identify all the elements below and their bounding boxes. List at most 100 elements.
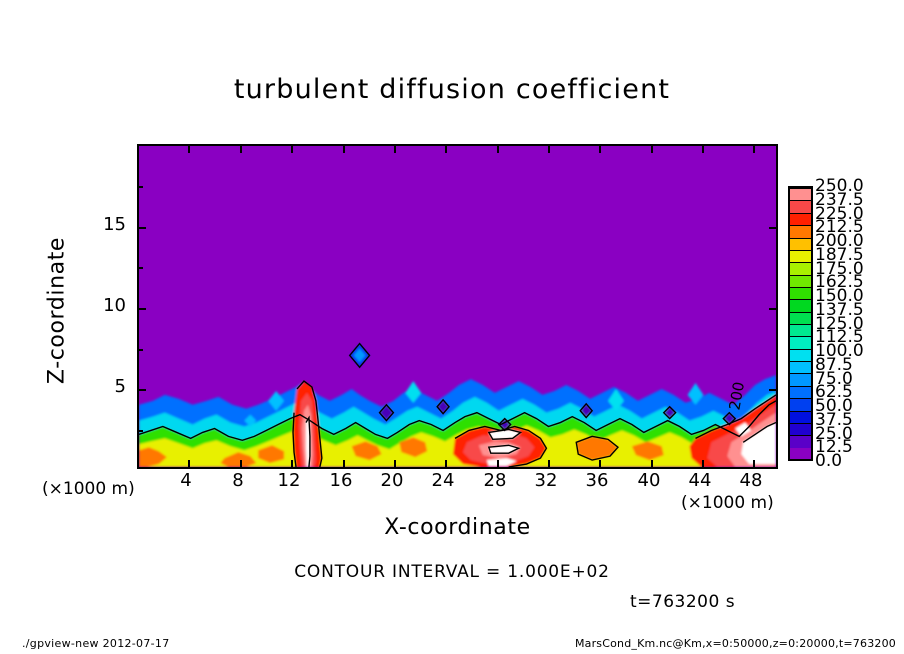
x-tick-4: [188, 460, 190, 467]
colorbar-band-12: [790, 299, 811, 312]
x-tick-44: [702, 460, 704, 467]
colorbar-tick-label-13: 87.5: [815, 354, 853, 375]
colorbar-tick-label-6: 175.0: [815, 258, 864, 279]
y-tick-right-10: [769, 308, 776, 310]
x-axis-label-3: 16: [329, 470, 353, 491]
x-tick-8: [240, 460, 242, 467]
x-tick-top-40: [651, 146, 653, 153]
colorbar-tick-label-10: 125.0: [815, 313, 864, 334]
colorbar-tick-label-15: 62.5: [815, 382, 853, 403]
colorbar-tick-label-0: 250.0: [815, 176, 864, 196]
colorbar-band-1: [790, 435, 811, 448]
x-axis-label-6: 28: [483, 470, 507, 491]
colorbar-band-13: [790, 286, 811, 300]
colorbar-labels: 250.0 237.5 225.0 212.5 200.0 187.5 175.0 162.5…: [815, 178, 895, 470]
colorbar-band-20: [790, 200, 811, 213]
colorbar-band-4: [790, 398, 811, 411]
colorbar-band-3: [790, 410, 811, 423]
y-tick-minor-17_5: [139, 186, 143, 188]
colorbar-tick-label-2: 225.0: [815, 203, 864, 224]
x-tick-top-32: [548, 146, 550, 153]
x-axis-label-4: 20: [380, 470, 404, 491]
x-tick-top-16: [343, 146, 345, 153]
x-tick-12: [291, 460, 293, 467]
colorbar-tick-label-12: 100.0: [815, 341, 864, 361]
colorbar-band-15: [790, 262, 811, 275]
colorbar-tick-label-18: 25.0: [815, 423, 853, 444]
x-tick-top-24: [445, 146, 447, 153]
x-tick-top-48: [753, 146, 755, 153]
x-tick-top-44: [702, 146, 704, 153]
colorbar-band-8: [790, 348, 811, 362]
colorbar-tick-label-14: 75.0: [815, 368, 853, 389]
x-axis-unit-right: (×1000 m): [681, 493, 774, 513]
colorbar-tick-label-17: 37.5: [815, 409, 853, 430]
colorbar-tick-label-8: 150.0: [815, 286, 864, 306]
contour-field: 200: [139, 146, 776, 467]
x-tick-top-36: [599, 146, 601, 153]
x-axis-label-2: 12: [277, 470, 301, 491]
timestamp-text: t=763200 s: [630, 592, 736, 612]
y-tick-minor-7_5: [139, 349, 143, 351]
x-axis-label-11: 48: [739, 470, 763, 491]
x-axis-label-9: 40: [637, 470, 661, 491]
y-axis-label-1: 10: [103, 295, 126, 316]
contour-inline-label: 200: [725, 380, 748, 411]
colorbar-tick-label-11: 112.5: [815, 327, 864, 348]
colorbar-band-14: [790, 274, 811, 287]
y-tick-minor-12_5: [139, 267, 143, 269]
x-tick-28: [497, 460, 499, 467]
colorbar-band-5: [790, 385, 811, 399]
x-axis-label-10: 44: [688, 470, 712, 491]
footer-command: ./gpview-new 2012-07-17: [22, 637, 170, 650]
colorbar-band-16: [790, 249, 811, 263]
footer-datasource: MarsCond_Km.nc@Km,x=0:50000,z=0:20000,t=…: [574, 637, 896, 650]
x-axis-label-1: 8: [232, 470, 244, 491]
x-tick-16: [343, 460, 345, 467]
colorbar-tick-label-3: 212.5: [815, 217, 864, 238]
x-axis-label-8: 36: [585, 470, 609, 491]
colorbar-band-19: [790, 212, 811, 226]
y-tick-minor-2_5: [139, 430, 143, 432]
y-axis-label-0: 5: [114, 376, 126, 397]
x-tick-40: [651, 460, 653, 467]
x-axis-label-0: 4: [180, 470, 192, 491]
contour-plot-area: 200: [137, 144, 778, 469]
y-tick-5: [139, 389, 146, 391]
colorbar-band-0: [790, 447, 811, 459]
colorbar-band-7: [790, 361, 811, 374]
colorbar-tick-label-19: 12.5: [815, 437, 853, 458]
colorbar: [788, 186, 813, 461]
x-tick-top-8: [240, 146, 242, 153]
x-tick-top-12: [291, 146, 293, 153]
x-axis-label-5: 24: [431, 470, 455, 491]
y-tick-10: [139, 308, 146, 310]
colorbar-tick-label-9: 137.5: [815, 299, 864, 320]
x-axis-unit-left: (×1000 m): [42, 479, 135, 499]
x-tick-top-4: [188, 146, 190, 153]
contour-interval-text: CONTOUR INTERVAL = 1.000E+02: [294, 562, 610, 582]
colorbar-band-10: [790, 324, 811, 337]
y-axis-title: Z-coordinate: [44, 236, 70, 385]
colorbar-tick-label-1: 237.5: [815, 189, 864, 210]
colorbar-band-6: [790, 373, 811, 386]
x-tick-top-28: [497, 146, 499, 153]
colorbar-tick-label-16: 50.0: [815, 396, 853, 416]
y-tick-15: [139, 227, 146, 229]
x-tick-36: [599, 460, 601, 467]
colorbar-band-11: [790, 311, 811, 325]
x-tick-24: [445, 460, 447, 467]
x-tick-32: [548, 460, 550, 467]
colorbar-tick-label-5: 187.5: [815, 244, 864, 265]
x-tick-48: [753, 460, 755, 467]
colorbar-band-18: [790, 225, 811, 238]
colorbar-tick-label-20: 0.0: [815, 451, 843, 471]
colorbar-tick-label-4: 200.0: [815, 231, 864, 251]
colorbar-band-2: [790, 422, 811, 436]
colorbar-tick-label-7: 162.5: [815, 272, 864, 293]
x-tick-20: [394, 460, 396, 467]
colorbar-band-21: [790, 188, 811, 201]
y-tick-right-5: [769, 389, 776, 391]
page-title: turbulent diffusion coefficient: [233, 74, 671, 105]
